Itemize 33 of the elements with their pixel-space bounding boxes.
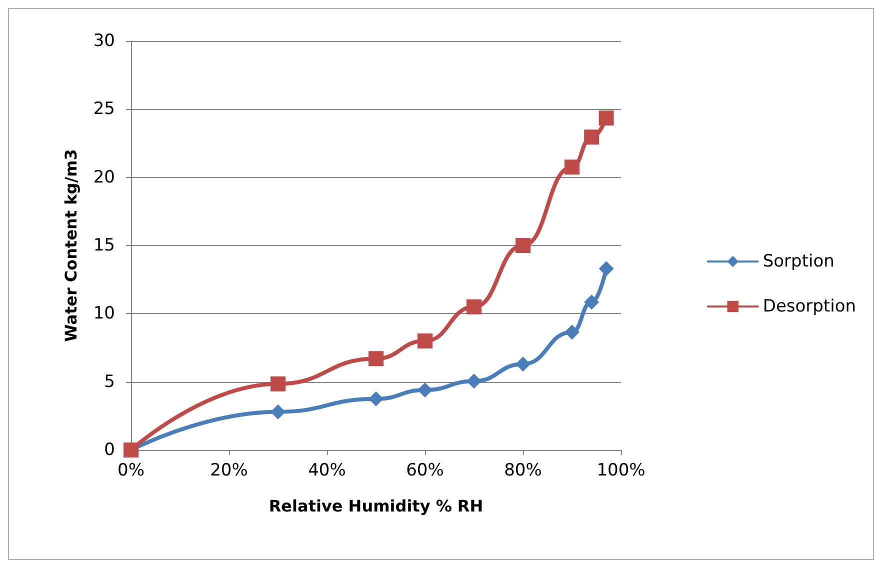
x-tick-label: 100% [596,460,646,480]
point [270,376,286,392]
x-tick-label: 60% [406,460,444,480]
x-axis-title: Relative Humidity % RH [268,496,484,516]
point [516,238,530,253]
y-tick-label: 5 [104,372,115,392]
point [418,382,432,398]
x-tick-label: 40% [308,460,346,480]
legend-label: Sorption [762,252,834,272]
x-tick-label: 80% [504,460,542,480]
point [516,356,530,372]
point [270,404,286,420]
point [598,110,614,126]
point [368,391,384,406]
point [466,299,482,314]
y-tick-label: 25 [93,99,115,120]
x-tick-label: 0% [118,460,144,480]
y-axis-title: Water Content kg/m3 [62,149,80,342]
point [598,261,614,276]
point [584,130,600,145]
y-tick-label: 10 [93,304,115,324]
legend-label: Desorption [762,296,856,316]
point [418,333,432,348]
point [368,351,384,366]
y-tick-label: 0 [104,440,115,460]
point [584,294,600,310]
point [564,324,580,340]
point [466,374,482,389]
y-tick-label: 20 [93,167,115,188]
y-tick-label: 30 [93,31,115,51]
y-tick-label: 15 [93,236,115,256]
x-tick-label: 20% [210,460,248,480]
point [564,160,580,175]
